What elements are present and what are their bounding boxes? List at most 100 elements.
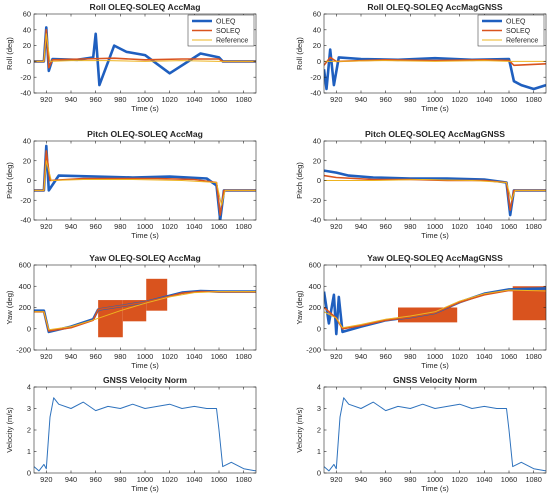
y-tick-label: 0 xyxy=(27,324,31,333)
y-tick-label: 400 xyxy=(309,282,321,291)
y-tick-label: 2 xyxy=(27,426,31,435)
y-tick-label: 0 xyxy=(27,176,31,185)
x-tick-label: 980 xyxy=(114,352,126,361)
y-tick-label: -200 xyxy=(16,346,31,355)
x-tick-label: 920 xyxy=(330,475,342,484)
x-tick-label: 940 xyxy=(355,222,367,231)
series-line-oleq xyxy=(34,144,256,220)
x-tick-label: 1000 xyxy=(427,352,443,361)
x-tick-label: 960 xyxy=(89,222,101,231)
series-line-velocity xyxy=(34,397,256,472)
x-tick-label: 980 xyxy=(114,95,126,104)
chart-title: Roll OLEQ-SOLEQ AccMagGNSS xyxy=(367,2,503,12)
series-line-reference xyxy=(324,289,546,329)
x-tick-label: 1060 xyxy=(501,95,517,104)
y-tick-label: -40 xyxy=(310,89,321,98)
y-tick-label: -20 xyxy=(310,73,321,82)
y-tick-label: 1 xyxy=(317,447,321,456)
x-tick-label: 1060 xyxy=(211,352,227,361)
y-tick-label: 20 xyxy=(23,156,31,165)
y-tick-label: 40 xyxy=(23,25,31,34)
x-tick-label: 1000 xyxy=(427,95,443,104)
x-tick-label: 1060 xyxy=(501,475,517,484)
y-tick-label: 0 xyxy=(317,57,321,66)
y-axis-label: Roll (deg) xyxy=(5,37,14,70)
series-line-reference xyxy=(34,291,256,331)
x-tick-label: 960 xyxy=(379,475,391,484)
x-tick-label: 920 xyxy=(40,475,52,484)
x-axis-label: Time (s) xyxy=(421,104,449,113)
chart-yaw-accmaggnss: 920 940 960 980 1000 1020 1040 1060 1080 -200 0 200… xyxy=(295,253,547,370)
y-tick-label: 4 xyxy=(27,383,31,392)
x-tick-label: 1060 xyxy=(501,352,517,361)
x-tick-label: 1000 xyxy=(137,475,153,484)
chart-title: Roll OLEQ-SOLEQ AccMag xyxy=(90,2,201,12)
y-tick-label: 200 xyxy=(309,303,321,312)
y-axis-label: Yaw (deg) xyxy=(5,290,14,325)
x-tick-label: 940 xyxy=(355,352,367,361)
x-tick-label: 1000 xyxy=(137,222,153,231)
chart-title: GNSS Velocity Norm xyxy=(103,375,187,385)
series-line-oleq xyxy=(324,48,546,91)
legend-label-oleq: OLEQ xyxy=(216,18,236,25)
x-tick-label: 920 xyxy=(330,95,342,104)
y-tick-label: -200 xyxy=(306,346,321,355)
legend: OLEQ SOLEQ Reference xyxy=(477,14,545,47)
y-tick-label: -20 xyxy=(20,196,31,205)
y-tick-label: 60 xyxy=(313,10,321,19)
chart-title: Yaw OLEQ-SOLEQ AccMag xyxy=(89,253,200,263)
x-tick-label: 1020 xyxy=(161,475,177,484)
x-tick-label: 980 xyxy=(404,95,416,104)
x-tick-label: 1080 xyxy=(525,352,541,361)
x-axis-label: Time (s) xyxy=(131,361,159,370)
x-tick-label: 920 xyxy=(40,95,52,104)
y-tick-label: 600 xyxy=(309,261,321,270)
legend-label-reference: Reference xyxy=(506,37,538,44)
chart-title: GNSS Velocity Norm xyxy=(393,375,477,385)
y-axis-label: Roll (deg) xyxy=(295,37,304,70)
x-axis-label: Time (s) xyxy=(421,361,449,370)
x-tick-label: 1080 xyxy=(525,95,541,104)
x-tick-label: 1040 xyxy=(476,352,492,361)
data-layer xyxy=(324,286,546,336)
chart-yaw-accmag: 920 940 960 980 1000 1020 1040 1060 1080 -200 0 200… xyxy=(5,253,257,370)
data-layer xyxy=(34,397,256,472)
x-tick-label: 960 xyxy=(89,475,101,484)
x-axis-label: Time (s) xyxy=(131,104,159,113)
x-axis-label: Time (s) xyxy=(131,484,159,493)
y-tick-label: 200 xyxy=(19,303,31,312)
x-tick-label: 1060 xyxy=(211,475,227,484)
x-tick-label: 940 xyxy=(65,475,77,484)
x-tick-label: 1060 xyxy=(501,222,517,231)
y-axis-label: Pitch (deg) xyxy=(295,162,304,199)
y-tick-label: 20 xyxy=(313,41,321,50)
y-tick-label: 0 xyxy=(27,469,31,478)
y-tick-label: 40 xyxy=(23,137,31,146)
x-tick-label: 1000 xyxy=(137,352,153,361)
chart-velocity-1: 920 940 960 980 1000 1020 1040 1060 1080 0 1 2 3 4 GNS… xyxy=(5,375,257,493)
series-line-soleq xyxy=(34,150,256,216)
x-tick-label: 1020 xyxy=(161,352,177,361)
x-tick-label: 960 xyxy=(89,352,101,361)
y-tick-label: 0 xyxy=(27,57,31,66)
x-tick-label: 1080 xyxy=(525,475,541,484)
chart-roll-accmaggnss: 920 940 960 980 1000 1020 1040 1060 1080 -40 -20 0 2… xyxy=(295,2,547,113)
data-layer xyxy=(34,278,256,338)
plot-area xyxy=(34,387,256,473)
chart-velocity-2: 920 940 960 980 1000 1020 1040 1060 1080 0 1 2 3 4 GNS… xyxy=(295,375,547,493)
series-line-soleq xyxy=(324,56,546,67)
y-tick-label: 0 xyxy=(317,176,321,185)
x-tick-label: 940 xyxy=(65,222,77,231)
chart-pitch-accmag: 920 940 960 980 1000 1020 1040 1060 1080 -40 -20 0 2… xyxy=(5,129,257,240)
y-tick-label: 600 xyxy=(19,261,31,270)
x-axis-label: Time (s) xyxy=(131,231,159,240)
y-tick-label: 1 xyxy=(27,447,31,456)
x-tick-label: 1000 xyxy=(427,475,443,484)
y-tick-label: 20 xyxy=(23,41,31,50)
x-tick-label: 1020 xyxy=(451,475,467,484)
y-axis-label: Velocity (m/s) xyxy=(295,407,304,453)
x-tick-label: 940 xyxy=(355,95,367,104)
x-tick-label: 1040 xyxy=(186,475,202,484)
x-tick-label: 940 xyxy=(355,475,367,484)
